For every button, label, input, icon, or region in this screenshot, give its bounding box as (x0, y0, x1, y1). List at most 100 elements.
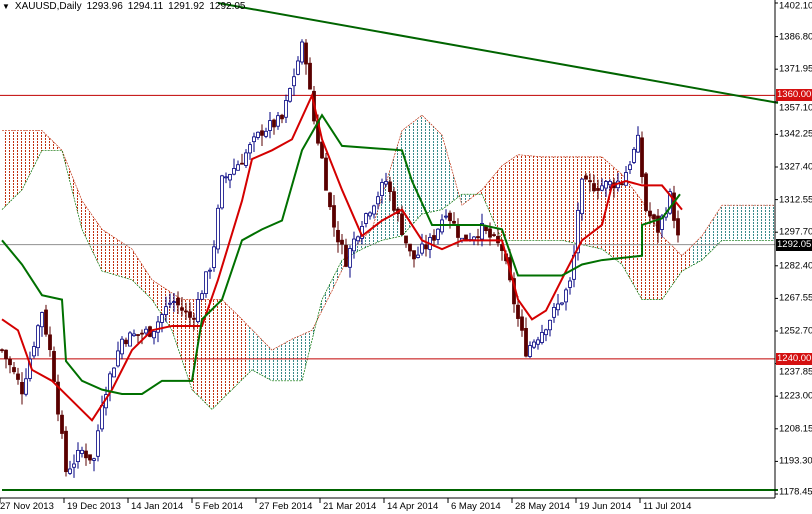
candle-bullish (80, 449, 84, 454)
candle-bearish (524, 328, 528, 357)
ichimoku-cloud-bull (246, 115, 470, 381)
candle-bullish (96, 430, 100, 457)
candle-bearish (584, 175, 588, 180)
symbol-label: XAUUSD,Daily (14, 1, 82, 12)
candle-bearish (88, 454, 92, 461)
candle-bearish (8, 358, 12, 366)
candle-bullish (144, 328, 148, 334)
ichimoku-cloud-bear (470, 154, 690, 300)
candle-bearish (336, 229, 340, 243)
candle-bullish (628, 164, 632, 170)
candle-bullish (156, 321, 160, 333)
ohlc-low: 1291.92 (168, 1, 205, 12)
candle-bearish (328, 192, 332, 208)
candle-bullish (120, 338, 124, 355)
candle-bullish (72, 463, 76, 468)
candle-bullish (200, 293, 204, 300)
candle-bullish (536, 339, 540, 345)
y-tick-label: 1386.80 (779, 31, 812, 43)
candle-bullish (608, 181, 612, 186)
candle-bearish (652, 214, 656, 220)
candle-bearish (16, 373, 20, 380)
y-tick-label: 1178.45 (779, 486, 812, 498)
candle-bullish (568, 280, 572, 288)
y-tick-label: 1297.70 (779, 226, 812, 238)
candle-bullish (600, 185, 604, 191)
candle-bullish (292, 76, 296, 87)
candle-bearish (44, 309, 48, 335)
x-tick-label: 11 Jul 2014 (643, 501, 692, 512)
candle-bullish (32, 346, 36, 357)
ichimoku-cloud-bull (690, 205, 774, 267)
x-tick-label: 14 Jan 2014 (131, 501, 184, 512)
candle-bullish (472, 236, 476, 241)
triangle-down-icon[interactable]: ▼ (2, 2, 10, 11)
candle-bearish (456, 226, 460, 238)
ohlc-open: 1293.96 (86, 1, 123, 12)
x-tick-label: 27 Feb 2014 (259, 501, 313, 512)
candle-bullish (236, 164, 240, 171)
candle-bullish (364, 213, 368, 224)
candle-bearish (272, 119, 276, 128)
candle-bearish (60, 414, 64, 434)
candle-bullish (556, 303, 560, 311)
candle-bearish (176, 297, 180, 306)
trendline (217, 2, 779, 104)
candle-bullish (384, 181, 388, 185)
chart-header: ▼ XAUUSD,Daily 1293.96 1294.11 1291.92 1… (2, 1, 245, 12)
candle-bearish (400, 213, 404, 235)
candle-bearish (392, 191, 396, 211)
candle-bearish (644, 173, 648, 211)
candle-bearish (84, 450, 88, 459)
y-tick-label: 1237.85 (779, 366, 812, 378)
senkou-span-a (2, 114, 774, 351)
candle-bullish (636, 134, 640, 153)
candle-bullish (160, 314, 164, 323)
candle-bearish (452, 220, 456, 224)
candle-bearish (240, 162, 244, 165)
candle-bullish (444, 215, 448, 218)
candle-bullish (576, 209, 580, 254)
candle-bearish (648, 210, 652, 217)
candle-bearish (676, 218, 680, 236)
candle-bearish (280, 114, 284, 120)
candle-bullish (116, 350, 120, 367)
candle-bearish (0, 349, 4, 352)
candle-bearish (344, 245, 348, 267)
candle-bearish (48, 334, 52, 351)
candle-bearish (488, 228, 492, 238)
candle-bearish (592, 183, 596, 192)
candle-bullish (220, 175, 224, 209)
candle-bearish (432, 235, 436, 241)
candle-bearish (408, 243, 412, 252)
y-tick-label: 1327.40 (779, 161, 812, 173)
candle-bearish (184, 310, 188, 313)
candle-bullish (264, 130, 268, 137)
candle-bullish (296, 60, 300, 75)
candle-bearish (324, 157, 328, 191)
candle-bullish (548, 319, 552, 331)
candle-bullish (232, 168, 236, 175)
candle-bearish (672, 192, 676, 221)
candle-bullish (208, 269, 212, 272)
y-tick-label: 1402.10 (779, 0, 812, 12)
candle-bullish (540, 332, 544, 343)
x-tick-label: 28 May 2014 (515, 501, 570, 512)
y-tick-label: 1282.40 (779, 260, 812, 272)
candle-bearish (320, 141, 324, 159)
candle-bearish (340, 239, 344, 245)
candle-bullish (356, 236, 360, 242)
candle-bearish (588, 180, 592, 183)
candle-bullish (248, 144, 252, 154)
candle-bearish (516, 304, 520, 319)
candle-bullish (368, 212, 372, 217)
candle-bullish (244, 152, 248, 166)
tenkan-sen-line (1, 92, 683, 422)
x-tick-label: 14 Apr 2014 (387, 501, 439, 512)
candle-bullish (352, 238, 356, 252)
candle-bearish (304, 42, 308, 65)
x-tick-label: 19 Jun 2014 (579, 501, 632, 512)
candle-bearish (640, 137, 644, 178)
candle-bullish (284, 100, 288, 118)
